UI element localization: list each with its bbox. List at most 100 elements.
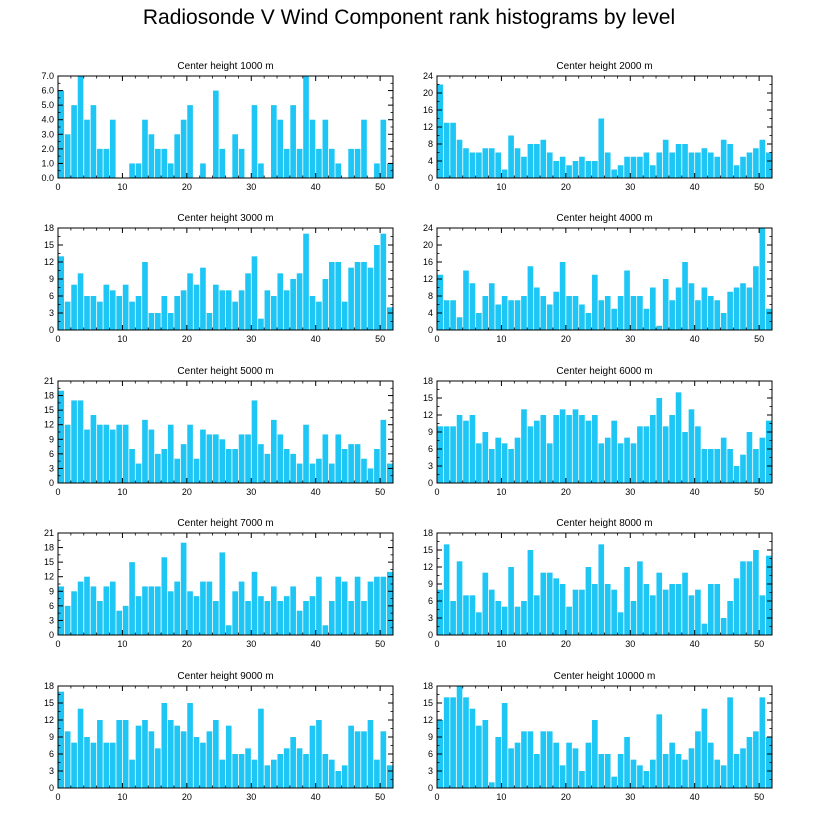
histogram-bar [174, 581, 180, 635]
histogram-bar [546, 731, 553, 788]
histogram-bar [277, 119, 284, 178]
histogram-bar [251, 105, 258, 178]
histogram-bar [521, 601, 527, 635]
histogram-bar [765, 420, 772, 483]
x-tick-label: 10 [496, 334, 506, 344]
histogram-bar [559, 156, 566, 178]
histogram-bar [142, 419, 148, 483]
y-tick-label: 12 [44, 572, 54, 582]
histogram-bar [116, 424, 123, 483]
histogram-bar [733, 754, 740, 788]
histogram-bar [514, 606, 521, 635]
histogram-bar [283, 748, 290, 788]
histogram-bar [116, 720, 123, 788]
histogram-bar [572, 161, 579, 178]
histogram-bar [328, 759, 335, 788]
histogram-bar [129, 449, 135, 483]
histogram-bar [733, 578, 740, 635]
y-tick-label: 3 [428, 766, 433, 776]
histogram-bar [559, 765, 566, 788]
histogram-bar [488, 782, 495, 788]
histogram-bar [161, 296, 168, 330]
histogram-bar [527, 266, 534, 330]
histogram-bar [245, 748, 251, 788]
histogram-bar [514, 742, 521, 788]
histogram-bar [167, 720, 174, 788]
y-tick-label: 21 [44, 528, 54, 538]
histogram-bar [637, 296, 643, 330]
histogram-bar [84, 737, 90, 788]
histogram-bar [129, 759, 135, 788]
histogram-bar [200, 163, 206, 178]
histogram-bar [225, 449, 232, 483]
histogram-bar [238, 434, 245, 483]
histogram-bar [579, 771, 585, 788]
histogram-bar [122, 720, 129, 788]
y-tick-label: 12 [423, 274, 433, 284]
histogram-bar [322, 625, 329, 635]
histogram-bar [508, 135, 514, 178]
histogram-bar [611, 420, 617, 483]
y-tick-label: 3 [49, 615, 54, 625]
histogram-bar [335, 576, 342, 635]
histogram-bar [579, 589, 585, 635]
histogram-bar [740, 748, 746, 788]
histogram-bar [753, 550, 759, 635]
histogram-bar [296, 748, 303, 788]
histogram-bar [695, 731, 701, 788]
histogram-bar [64, 134, 71, 178]
histogram-bar [450, 426, 456, 483]
histogram-bar [604, 296, 611, 330]
x-tick-label: 30 [246, 792, 256, 802]
histogram-bar [495, 152, 502, 178]
histogram-bar [688, 152, 695, 178]
histogram-bar [142, 586, 148, 635]
histogram-bar [566, 606, 572, 635]
histogram-bar [354, 444, 361, 483]
histogram-bar [71, 105, 77, 178]
histogram-bar [675, 144, 682, 178]
histogram-bar [521, 156, 527, 178]
y-tick-label: 0 [428, 325, 433, 335]
histogram-bar [604, 754, 611, 788]
histogram-bar [701, 449, 708, 483]
histogram-bar [361, 731, 367, 788]
histogram-bar [675, 584, 682, 635]
histogram-bar [109, 119, 116, 178]
histogram-bar [540, 731, 547, 788]
histogram-bar [283, 290, 290, 330]
x-tick-label: 40 [690, 182, 700, 192]
y-tick-label: 0 [49, 630, 54, 640]
x-tick-label: 50 [754, 792, 764, 802]
panel-7: Center height 7000 m 0 10 20 30 40 50 0 3 6 9 12 15 1… [44, 518, 394, 649]
x-tick-label: 10 [117, 182, 127, 192]
histogram-bar [109, 581, 116, 635]
histogram-bar [161, 449, 168, 483]
histogram-bar [650, 415, 656, 483]
y-tick-label: 0 [49, 783, 54, 793]
histogram-bar [534, 420, 540, 483]
histogram-bar [456, 139, 463, 178]
histogram-bar [187, 703, 193, 788]
histogram-bar [348, 148, 354, 178]
histogram-bar [566, 415, 572, 483]
histogram-bar [656, 325, 663, 330]
histogram-bar [193, 596, 200, 635]
histogram-bar [572, 589, 579, 635]
histogram-bar [553, 578, 559, 635]
histogram-bar [604, 584, 611, 635]
histogram-bar [630, 156, 637, 178]
histogram-bar [746, 152, 753, 178]
histogram-bar [167, 424, 174, 483]
histogram-bar [200, 429, 206, 483]
histogram-bar [701, 287, 708, 330]
y-tick-label: 9 [49, 586, 54, 596]
histogram-bar [380, 731, 387, 788]
histogram-bar [579, 156, 585, 178]
histogram-bar [624, 567, 630, 635]
histogram-bar [450, 601, 456, 635]
x-tick-label: 0 [434, 334, 439, 344]
x-tick-label: 50 [375, 792, 385, 802]
histogram-bar [232, 449, 238, 483]
histogram-bar [264, 765, 271, 788]
